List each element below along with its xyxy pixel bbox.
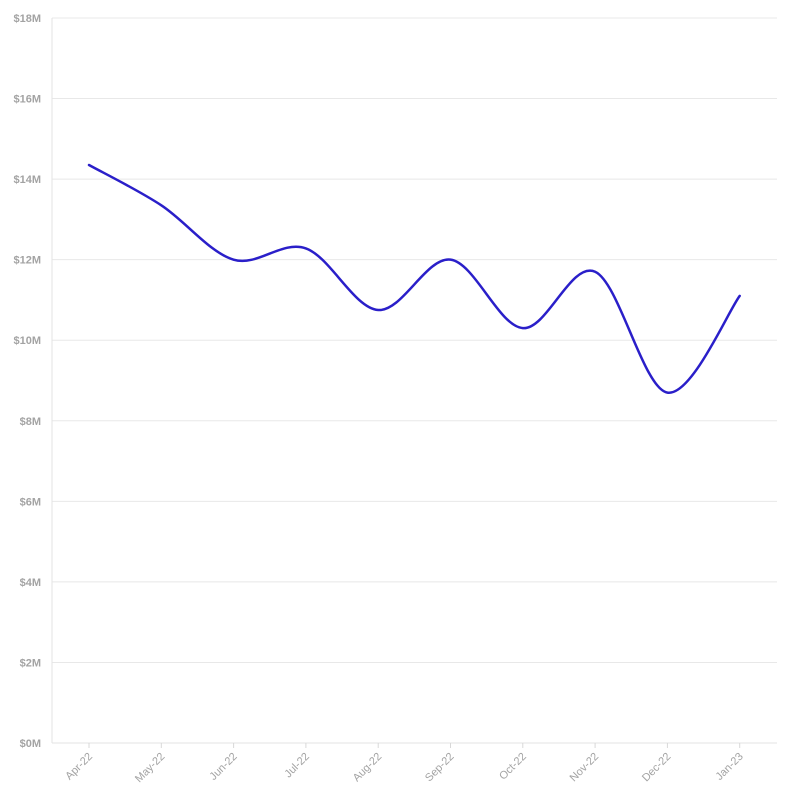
axis-layer (51, 18, 777, 744)
series-layer (87, 163, 741, 394)
y-tick-label: $18M (13, 13, 41, 25)
x-tick-label: Oct-22 (497, 751, 529, 783)
y-tick-label: $12M (13, 255, 41, 267)
x-tick-label: Jun-22 (207, 751, 239, 783)
x-tick-label: May-22 (133, 751, 167, 785)
x-tick-label: Aug-22 (351, 751, 385, 785)
y-tick-label: $2M (20, 657, 41, 669)
x-tick-labels: Apr-22 May-22 Jun-22 Jul-22 Aug-22 Sep-22 Oct-… (63, 743, 746, 785)
y-tick-label: $0M (20, 738, 41, 750)
y-tick-label: $14M (13, 174, 41, 186)
x-tick-label: Jul-22 (282, 751, 312, 781)
y-tick-labels: $0M $2M $4M $6M $8M $10M $12M $14M $16M $18M (13, 13, 41, 750)
y-tick-label: $4M (20, 577, 41, 589)
x-tick-label: Sep-22 (423, 751, 457, 785)
x-tick-label: Jan-23 (714, 751, 746, 783)
x-tick-label: Apr-22 (63, 751, 95, 783)
y-tick-label: $8M (20, 416, 41, 428)
y-tick-label: $10M (13, 335, 41, 347)
grid-layer (52, 17, 777, 663)
x-tick-label: Dec-22 (640, 751, 674, 785)
series-line (87, 163, 741, 394)
y-tick-label: $6M (20, 496, 41, 508)
y-tick-label: $16M (13, 94, 41, 106)
x-tick-label: Nov-22 (568, 751, 602, 785)
